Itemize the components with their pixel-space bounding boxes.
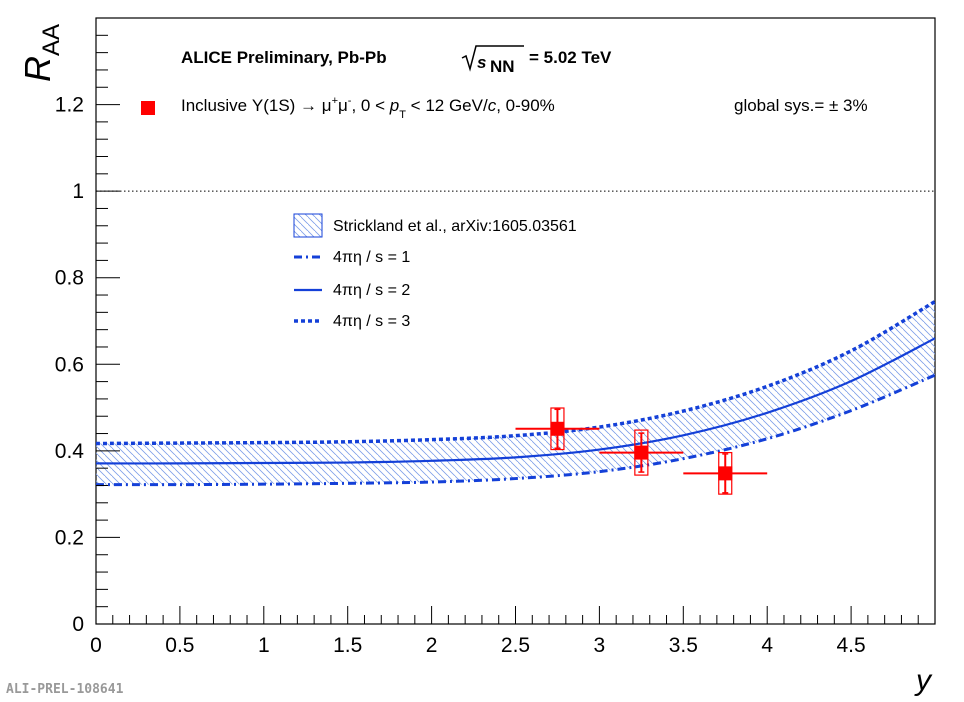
y-axis-title: RAA — [17, 24, 65, 82]
x-tick-label: 0.5 — [165, 634, 194, 657]
y-axis-ticks: 0 0.2 0.4 0.6 0.8 1 1.2 — [55, 17, 120, 636]
y-axis-title-sub: AA — [38, 24, 65, 56]
y-tick-label: 0.8 — [55, 267, 84, 290]
x-tick-label: 0 — [90, 634, 102, 657]
legend-label-eta3: 4πη / s = 3 — [333, 313, 410, 330]
y-tick-label: 0 — [72, 613, 84, 636]
model-curve-eta3 — [96, 300, 935, 446]
data-point — [683, 451, 768, 495]
x-tick-label: 2 — [426, 634, 438, 657]
series-marker-icon — [141, 101, 155, 115]
chart-title: ALICE Preliminary, Pb-Pb — [181, 48, 387, 67]
series-label: Inclusive Υ(1S) → μ+μ-, 0 < pT < 12 GeV/… — [181, 95, 555, 121]
y-tick-label: 1 — [72, 180, 84, 203]
x-tick-label: 2.5 — [501, 634, 530, 657]
legend-band-label: Strickland et al., arXiv:1605.03561 — [333, 218, 577, 235]
model-curve-eta2 — [96, 337, 935, 465]
x-tick-label: 3 — [594, 634, 606, 657]
global-sys-label: global sys.= ± 3% — [734, 96, 868, 115]
energy-label: s NN = 5.02 TeV — [461, 45, 612, 76]
energy-nn: NN — [490, 57, 515, 76]
model-band — [96, 301, 935, 485]
legend-label-eta2: 4πη / s = 2 — [333, 282, 410, 299]
x-tick-label: 1.5 — [333, 634, 362, 657]
point-marker — [634, 445, 649, 460]
y-tick-label: 1.2 — [55, 94, 84, 117]
x-tick-label: 4 — [761, 634, 773, 657]
x-axis-ticks: 0 0.5 1 1.5 2 2.5 3 3.5 4 4.5 — [90, 606, 936, 657]
point-marker — [718, 466, 733, 481]
y-tick-label: 0.4 — [55, 440, 85, 463]
x-tick-label: 3.5 — [669, 634, 698, 657]
point-marker — [550, 421, 565, 436]
x-tick-label: 4.5 — [836, 634, 865, 657]
energy-s: s — [477, 53, 486, 72]
data-point — [515, 407, 600, 451]
energy-value: = 5.02 TeV — [529, 48, 612, 67]
data-points — [515, 407, 768, 495]
model-curve-eta1 — [96, 373, 935, 487]
model-legend: Strickland et al., arXiv:1605.03561 4πη … — [293, 213, 577, 330]
y-tick-label: 0.2 — [55, 526, 84, 549]
y-tick-label: 0.6 — [55, 353, 84, 376]
preliminary-watermark: ALI-PREL-108641 — [6, 682, 124, 697]
data-point — [599, 429, 684, 476]
x-tick-label: 1 — [258, 634, 270, 657]
legend-band-swatch — [293, 213, 323, 238]
x-axis-title: y — [914, 664, 933, 697]
y-axis-title-main: R — [17, 56, 58, 82]
legend-label-eta1: 4πη / s = 1 — [333, 249, 410, 266]
sqrt-symbol-icon — [461, 45, 524, 72]
